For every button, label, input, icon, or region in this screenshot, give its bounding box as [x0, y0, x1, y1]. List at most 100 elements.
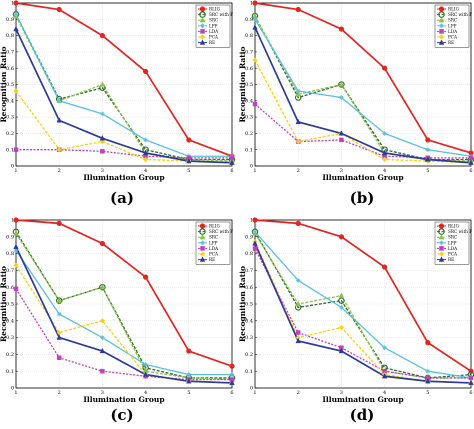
y-tick-label: 0.3 — [6, 115, 14, 121]
data-point-lda — [468, 155, 474, 161]
legend-marker — [200, 246, 205, 251]
legend-label: SRC — [448, 235, 457, 240]
data-point-re — [13, 25, 19, 32]
legend-marker — [200, 240, 205, 246]
data-point-re — [229, 159, 235, 165]
y-tick-label: 0.1 — [245, 147, 253, 153]
y-tick-label: 0 — [250, 386, 253, 392]
legend-label: SRC — [209, 235, 218, 240]
legend-label: PCA — [209, 35, 219, 40]
series-line-lpp — [15, 249, 232, 376]
data-point-re — [252, 24, 258, 30]
legend-marker — [200, 23, 205, 29]
x-axis-label: Illumination Group — [322, 173, 403, 182]
y-tick-label: 1 — [11, 1, 14, 7]
y-tick-label: 0.9 — [6, 234, 14, 240]
data-point-lpp — [382, 131, 387, 136]
data-point-re — [252, 240, 258, 246]
y-tick-label: 0.6 — [245, 285, 253, 291]
y-tick-label: 0.4 — [6, 318, 14, 324]
legend-label: LPP — [209, 23, 218, 28]
data-point-lpp — [382, 345, 387, 350]
data-point-pca — [56, 147, 62, 153]
series-line-src-with-f — [15, 231, 232, 379]
series-line-pca — [254, 241, 472, 384]
series-line-re — [15, 246, 233, 384]
y-tick-label: 0.8 — [245, 33, 253, 39]
data-point-lda — [252, 101, 258, 107]
legend-marker — [199, 39, 206, 45]
legend-label: LDA — [448, 246, 458, 251]
data-point-lpp — [13, 12, 19, 17]
legend-marker — [438, 251, 445, 257]
data-point-lpp — [143, 137, 148, 143]
data-point-src — [99, 283, 106, 290]
legend-label: RLIG — [209, 7, 221, 12]
legend-label: SRC with F — [448, 229, 472, 234]
y-tick-label: 0.5 — [6, 302, 14, 308]
data-point-lpp — [295, 278, 301, 283]
legend-marker — [438, 16, 445, 23]
chart-panel-3: 00.10.20.30.40.50.60.70.80.911 2 3 4 5 6RLIGS… — [0, 217, 236, 424]
y-tick-label: 0.5 — [245, 302, 253, 308]
data-point-re — [56, 117, 62, 123]
x-tick-label: 4 — [144, 390, 147, 396]
y-axis-label: Recognition Ratio — [0, 266, 8, 342]
y-tick-label: 0.4 — [245, 98, 253, 104]
x-tick-label: 1 — [253, 168, 256, 174]
data-point-re — [468, 159, 474, 165]
x-tick-label: 3 — [101, 390, 104, 396]
data-point-lda — [468, 375, 474, 381]
x-tick-label: 6 — [469, 390, 472, 396]
data-point-rlig — [186, 348, 192, 354]
data-point-rlig — [186, 137, 192, 143]
x-tick-label: 5 — [187, 390, 190, 396]
series-line-lpp — [254, 231, 472, 379]
data-point-lda — [339, 137, 344, 143]
data-point-re — [381, 372, 388, 379]
y-tick-label: 0.9 — [245, 234, 253, 240]
legend-marker — [438, 233, 445, 240]
x-tick-label: 4 — [383, 390, 386, 396]
y-tick-label: 0.3 — [245, 115, 253, 121]
data-point-rlig — [252, 0, 258, 6]
legend-marker — [199, 251, 206, 257]
data-point-lpp — [186, 372, 192, 377]
panel-caption: (b) — [350, 189, 375, 207]
y-axis-label: Recognition Ratio — [238, 46, 247, 122]
legend-label: LPP — [448, 240, 457, 245]
data-point-src-with-f — [338, 297, 345, 304]
data-point-lda — [229, 155, 235, 161]
data-point-rlig — [99, 240, 105, 247]
data-point-lda — [56, 355, 62, 361]
legend-label: SRC with F — [209, 12, 233, 17]
legend-label: SRC with F — [448, 12, 472, 17]
y-tick-label: 1 — [250, 1, 253, 7]
data-point-re — [99, 135, 106, 141]
series-line-rlig — [254, 219, 472, 372]
y-tick-label: 0 — [11, 386, 14, 392]
data-point-re — [56, 334, 62, 340]
x-tick-label: 2 — [297, 390, 300, 396]
data-point-lda — [100, 149, 105, 154]
y-tick-label: 0 — [250, 164, 253, 170]
data-point-lda — [295, 330, 301, 335]
legend-marker — [199, 16, 206, 23]
panel-caption: (c) — [110, 406, 133, 424]
legend-label: RE — [209, 257, 215, 262]
data-point-rlig — [295, 6, 301, 13]
data-point-rlig — [425, 340, 431, 346]
plot-frame — [254, 219, 472, 389]
x-tick-label: 5 — [426, 390, 429, 396]
y-tick-label: 0.1 — [6, 147, 14, 153]
data-point-src — [99, 81, 106, 87]
data-point-rlig — [13, 217, 19, 223]
data-point-pca — [99, 138, 106, 145]
y-tick-label: 0.7 — [6, 268, 14, 274]
legend-marker — [199, 223, 206, 229]
series-line-re — [254, 243, 472, 384]
data-point-re — [142, 371, 149, 377]
y-tick-label: 0.2 — [6, 352, 14, 358]
data-point-re — [425, 156, 431, 162]
data-point-src — [338, 292, 345, 298]
